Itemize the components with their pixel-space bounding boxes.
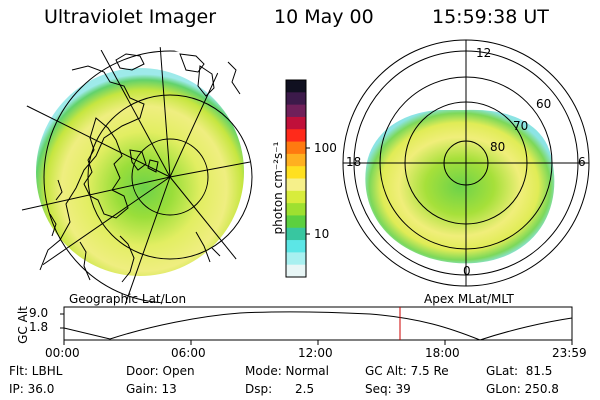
colorbar (285, 79, 310, 278)
colorbar-band (286, 129, 306, 143)
mode-info: Mode: Normal (245, 364, 329, 378)
colorbar-band (286, 153, 306, 167)
coastlines (39, 53, 241, 283)
filter-info: Flt: LBHL (9, 364, 63, 378)
glat-info: GLat: 81.5 (486, 364, 553, 378)
colorbar-band (286, 240, 306, 253)
magnetic-map (342, 39, 590, 287)
colorbar-band (286, 104, 306, 118)
colorbar-tick-100: 100 (314, 141, 337, 155)
colorbar-band (286, 116, 306, 130)
gc-alt-info: GC Alt: 7.5 Re (365, 364, 449, 378)
colorbar-band (286, 190, 306, 204)
seq-info: Seq: 39 (365, 382, 411, 396)
x-tick-1200: 12:00 (298, 346, 333, 360)
gc-alt-high-label: 9.0 (29, 306, 49, 320)
gc-alt-axis-label: GC Alt (16, 306, 30, 344)
geographic-map (21, 45, 267, 305)
colorbar-band (286, 227, 306, 241)
x-tick-1800: 18:00 (425, 346, 460, 360)
mlat-70-label: 70 (513, 119, 529, 133)
mlt-12-label: 12 (476, 46, 492, 60)
colorbar-band (286, 80, 306, 93)
colorbar-band (286, 166, 306, 180)
x-tick-0600: 06:00 (171, 346, 206, 360)
glon-info: GLon: 250.8 (486, 382, 559, 396)
colorbar-band (286, 252, 306, 266)
magnetic-aurora-image (365, 109, 555, 264)
colorbar-band (286, 264, 306, 278)
time-label: 15:59:38 UT (432, 6, 549, 28)
colorbar-band (286, 141, 306, 155)
mlt-0-label: 0 (463, 264, 471, 278)
mlt-6-label: 6 (578, 155, 586, 169)
apex-caption: Apex MLat/MLT (424, 292, 514, 306)
x-tick-2359: 23:59 (552, 346, 587, 360)
door-info: Door: Open (126, 364, 195, 378)
mlat-80-label: 80 (490, 140, 506, 154)
geographic-aurora-image (36, 68, 244, 276)
mlt-18-label: 18 (346, 155, 362, 169)
instrument-title: Ultraviolet Imager (44, 6, 217, 28)
colorbar-band (286, 92, 306, 106)
gain-info: Gain: 13 (126, 382, 177, 396)
colorbar-tick-10: 10 (314, 227, 330, 241)
date-label: 10 May 00 (274, 6, 374, 28)
magnetic-grid (342, 39, 590, 287)
geographic-caption: Geographic Lat/Lon (69, 292, 187, 306)
mlat-60-label: 60 (536, 97, 552, 111)
colorbar-band (286, 203, 306, 217)
gc-alt-low-label: 1.8 (29, 320, 49, 334)
altitude-curve (63, 311, 573, 341)
altitude-plot (60, 306, 573, 345)
colorbar-band (286, 178, 306, 192)
ip-info: IP: 36.0 (9, 382, 55, 396)
dsp-info: Dsp: 2.5 (245, 382, 315, 396)
colorbar-band (286, 215, 306, 229)
colorbar-unit-label: photon cm⁻²s⁻¹ (271, 141, 285, 235)
x-tick-0000: 00:00 (45, 346, 80, 360)
